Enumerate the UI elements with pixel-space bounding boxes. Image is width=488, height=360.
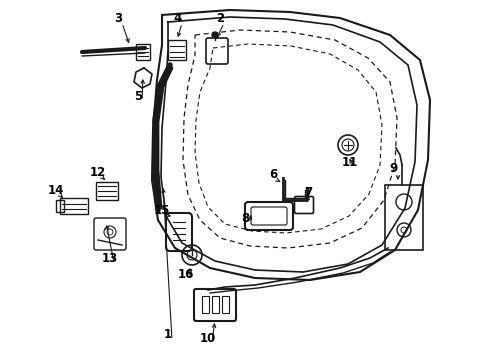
Text: 10: 10 xyxy=(200,332,216,345)
Bar xyxy=(202,296,208,313)
Bar xyxy=(384,185,422,250)
Bar xyxy=(136,44,150,60)
Text: 6: 6 xyxy=(268,168,277,181)
Text: 7: 7 xyxy=(304,185,311,198)
Text: 5: 5 xyxy=(134,90,142,103)
Bar xyxy=(96,182,118,200)
Text: 11: 11 xyxy=(341,156,357,168)
Bar xyxy=(60,198,88,214)
Bar xyxy=(56,200,64,212)
Text: 15: 15 xyxy=(154,203,170,216)
Text: 1: 1 xyxy=(163,328,172,342)
Text: 12: 12 xyxy=(90,166,106,179)
Text: 9: 9 xyxy=(389,162,397,175)
Text: 8: 8 xyxy=(241,211,248,225)
Text: 3: 3 xyxy=(114,12,122,24)
Text: 13: 13 xyxy=(102,252,118,265)
Bar xyxy=(212,296,219,313)
Text: 16: 16 xyxy=(178,269,194,282)
Bar xyxy=(222,296,228,313)
Text: 2: 2 xyxy=(216,12,224,24)
Bar xyxy=(168,40,185,60)
Circle shape xyxy=(212,32,218,38)
Text: 4: 4 xyxy=(174,12,182,24)
Text: 14: 14 xyxy=(48,184,64,197)
